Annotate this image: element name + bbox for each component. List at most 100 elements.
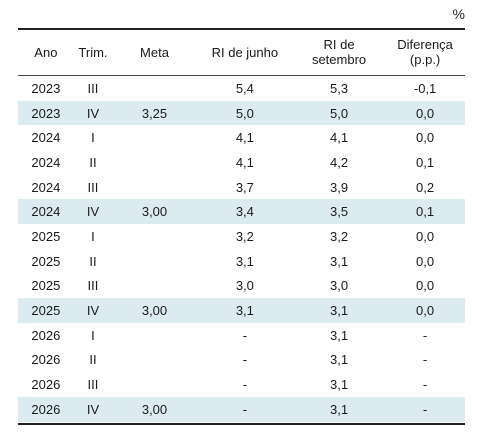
cell-meta: 3,00: [141, 303, 168, 319]
cell-meta: 3,25: [141, 105, 168, 121]
cell-ri-setembro: 3,5: [330, 204, 349, 220]
cell-ri-junho: 4,1: [235, 154, 254, 170]
table-row: 2024 I 4,1 4,1 0,0: [18, 125, 465, 150]
cell-meta: 3,00: [141, 401, 168, 417]
cell-ri-setembro: 3,2: [330, 228, 349, 244]
cell-ano: 2026: [31, 327, 61, 343]
header-ri-junho: RI de junho: [211, 44, 279, 60]
cell-trim: IV: [86, 204, 100, 220]
cell-trim: I: [91, 327, 95, 343]
cell-ano: 2025: [31, 303, 61, 319]
table-row: 2023 III 5,4 5,3 -0,1: [18, 76, 465, 101]
cell-ri-junho: 5,0: [235, 105, 254, 121]
cell-trim: IV: [86, 105, 100, 121]
cell-trim: I: [91, 228, 95, 244]
cell-ri-setembro: 5,3: [330, 80, 349, 96]
table-row: 2026 II - 3,1 -: [18, 348, 465, 373]
cell-ano: 2026: [31, 377, 61, 393]
cell-ri-setembro: 3,1: [330, 401, 349, 417]
header-ri-setembro: RI de setembro: [293, 37, 385, 67]
cell-ano: 2025: [31, 253, 61, 269]
cell-ri-junho: 5,4: [235, 80, 254, 96]
cell-diferenca: 0,1: [416, 154, 435, 170]
cell-ano: 2026: [31, 401, 61, 417]
cell-ri-setembro: 3,9: [330, 179, 349, 195]
table-row: 2024 IV 3,00 3,4 3,5 0,1: [18, 199, 465, 225]
cell-diferenca: 0,1: [416, 204, 435, 220]
cell-ri-setembro: 3,1: [330, 253, 349, 269]
cell-ri-junho: -: [242, 327, 248, 343]
cell-ano: 2024: [31, 204, 61, 220]
cell-ri-junho: 3,2: [235, 228, 254, 244]
cell-trim: III: [87, 80, 99, 96]
cell-ri-junho: -: [242, 377, 248, 393]
cell-trim: II: [89, 352, 97, 368]
top-rule: [18, 28, 465, 30]
cell-ri-setembro: 3,1: [330, 327, 349, 343]
header-rule: [18, 75, 465, 76]
cell-ano: 2023: [31, 105, 61, 121]
cell-ano: 2024: [31, 130, 61, 146]
cell-ri-setembro: 3,1: [330, 352, 349, 368]
cell-diferenca: 0,0: [416, 228, 435, 244]
cell-ano: 2025: [31, 278, 61, 294]
cell-diferenca: 0,0: [416, 278, 435, 294]
table-row: 2025 IV 3,00 3,1 3,1 0,0: [18, 298, 465, 323]
table-header: Ano Trim. Meta RI de junho RI de setembr…: [18, 31, 465, 73]
cell-ri-junho: -: [242, 352, 248, 368]
cell-ri-setembro: 5,0: [330, 105, 349, 121]
cell-trim: II: [89, 154, 97, 170]
unit-label: %: [452, 6, 465, 22]
cell-diferenca: 0,2: [416, 179, 435, 195]
cell-diferenca: -: [422, 401, 428, 417]
header-trim: Trim.: [78, 44, 108, 60]
cell-diferenca: 0,0: [416, 253, 435, 269]
cell-ano: 2023: [31, 80, 61, 96]
table-row: 2023 IV 3,25 5,0 5,0 0,0: [18, 100, 465, 126]
cell-ri-junho: 3,1: [235, 253, 254, 269]
table-row: 2025 I 3,2 3,2 0,0: [18, 224, 465, 249]
cell-ano: 2025: [31, 228, 61, 244]
cell-trim: III: [87, 179, 99, 195]
header-diferenca: Diferença (p.p.): [385, 37, 465, 67]
cell-ri-junho: 3,7: [235, 179, 254, 195]
header-ano: Ano: [34, 44, 58, 60]
cell-trim: III: [87, 377, 99, 393]
cell-ano: 2024: [31, 154, 61, 170]
cell-meta: 3,00: [141, 204, 168, 220]
table-row: 2025 III 3,0 3,0 0,0: [18, 274, 465, 299]
cell-trim: I: [91, 130, 95, 146]
table-row: 2025 II 3,1 3,1 0,0: [18, 249, 465, 274]
cell-ri-junho: -: [242, 401, 248, 417]
cell-ri-junho: 3,0: [235, 278, 254, 294]
header-diferenca-line1: Diferença: [397, 37, 453, 52]
header-diferenca-line2: (p.p.): [409, 52, 441, 67]
cell-diferenca: 0,0: [416, 105, 435, 121]
cell-ano: 2024: [31, 179, 61, 195]
cell-trim: II: [89, 253, 97, 269]
table-row: 2024 III 3,7 3,9 0,2: [18, 175, 465, 200]
table-row: 2026 III - 3,1 -: [18, 372, 465, 397]
cell-ri-junho: 3,4: [235, 204, 254, 220]
table-row: 2026 IV 3,00 - 3,1 -: [18, 396, 465, 422]
cell-ri-setembro: 3,0: [330, 278, 349, 294]
cell-ri-junho: 3,1: [235, 303, 254, 319]
header-ri-setembro-line2: setembro: [311, 52, 367, 67]
cell-diferenca: -: [422, 377, 428, 393]
cell-ri-setembro: 3,1: [330, 303, 349, 319]
table-body: 2023 III 5,4 5,3 -0,1 2023 IV 3,25 5,0 5,0 0,0 2024…: [18, 76, 465, 422]
cell-trim: IV: [86, 303, 100, 319]
cell-diferenca: 0,0: [416, 303, 435, 319]
cell-diferenca: -: [422, 327, 428, 343]
cell-trim: III: [87, 278, 99, 294]
table-row: 2024 II 4,1 4,2 0,1: [18, 150, 465, 175]
header-meta: Meta: [140, 44, 169, 60]
cell-ri-junho: 4,1: [235, 130, 254, 146]
cell-ri-setembro: 3,1: [330, 377, 349, 393]
cell-diferenca: -: [422, 352, 428, 368]
table-row: 2026 I - 3,1 -: [18, 323, 465, 348]
cell-diferenca: 0,0: [416, 130, 435, 146]
cell-trim: IV: [86, 401, 100, 417]
bottom-rule: [18, 423, 465, 425]
cell-ri-setembro: 4,2: [330, 154, 349, 170]
